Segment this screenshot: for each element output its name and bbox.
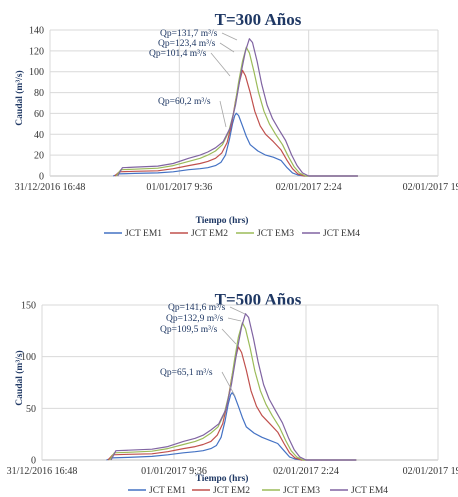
series-line-jct-em1	[106, 392, 357, 461]
peak-annotation: Qp=101,4 m³/s	[149, 49, 207, 59]
legend-entry: JCT EM4	[351, 486, 388, 496]
chart-title: T=500 Años	[215, 290, 302, 309]
series-line-jct-em4	[117, 38, 358, 177]
x-tick-label: 31/12/2016 16:48	[7, 466, 78, 477]
y-tick-label: 140	[29, 26, 44, 37]
y-tick-label: 120	[29, 46, 44, 57]
legend-entry: JCT EM1	[125, 229, 162, 239]
peak-annotation: Qp=123,4 m³/s	[158, 39, 216, 49]
series-line-jct-em3	[109, 322, 357, 461]
peak-annotation: Qp=109,5 m³/s	[160, 325, 218, 335]
ytick-layer: 0 20 40 60 80 100 120 140	[29, 26, 44, 183]
x-tick-label: 01/01/2017 9:36	[146, 182, 212, 193]
y-tick-label: 60	[34, 109, 44, 120]
annotation-leader	[221, 328, 237, 345]
y-tick-label: 150	[21, 301, 36, 312]
legend-layer: JCT EM1 JCT EM2 JCT EM3 JCT EM4	[128, 486, 388, 496]
chart-t500: T=500 Años Caudal (m³/s) Tiempo (hrs) 0 5…	[7, 290, 458, 496]
series-layer	[106, 313, 357, 461]
annotation-leader	[229, 306, 246, 315]
y-tick-label: 100	[29, 67, 44, 78]
series-line-jct-em3	[115, 46, 358, 177]
xtick-layer: 31/12/2016 16:48 01/01/2017 9:36 02/01/201…	[7, 466, 458, 477]
x-axis-label: Tiempo (hrs)	[196, 473, 249, 484]
annotation-leader	[227, 317, 242, 322]
annotation-layer: Qp=60,2 m³/s Qp=101,4 m³/sQp=123,4 m³/sQp…	[149, 29, 238, 128]
x-tick-label: 31/12/2016 16:48	[15, 182, 86, 193]
chart-t300: T=300 Años Caudal (m³/s) Tiempo (hrs) 02…	[14, 10, 458, 239]
x-tick-label: 02/01/2017 2:24	[273, 466, 339, 477]
series-line-jct-em2	[114, 69, 358, 177]
y-tick-label: 50	[26, 404, 36, 415]
peak-annotation: Qp=141,6 m³/s	[168, 303, 226, 313]
series-line-jct-em1	[112, 112, 358, 177]
annotation-leader	[210, 52, 231, 77]
x-tick-label: 02/01/2017 19:12	[403, 182, 458, 193]
legend-entry: JCT EM4	[323, 229, 360, 239]
annotation-layer: Qp=65,1 m³/s Qp=109,5 m³/sQp=132,9 m³/sQp…	[160, 303, 246, 397]
grid-layer	[49, 29, 439, 177]
legend-entry: JCT EM3	[257, 229, 294, 239]
legend-entry: JCT EM2	[213, 486, 250, 496]
x-axis-label: Tiempo (hrs)	[196, 215, 249, 226]
legend-entry: JCT EM1	[149, 486, 186, 496]
annotation-leader	[219, 42, 235, 53]
annotation-leader	[219, 100, 227, 128]
y-tick-label: 0	[39, 172, 44, 183]
legend-entry: JCT EM2	[191, 229, 228, 239]
x-tick-label: 02/01/2017 19:12	[403, 466, 458, 477]
series-line-jct-em2	[107, 346, 357, 461]
grid-layer	[41, 304, 439, 461]
legend-entry: JCT EM3	[283, 486, 320, 496]
x-tick-label: 02/01/2017 2:24	[276, 182, 342, 193]
legend-layer: JCT EM1 JCT EM2 JCT EM3 JCT EM4	[104, 229, 360, 239]
y-tick-label: 40	[34, 130, 44, 141]
peak-annotation: Qp=132,9 m³/s	[166, 314, 224, 324]
annotation-leader	[221, 32, 238, 41]
ytick-layer: 0 50 100 150	[21, 301, 36, 467]
y-axis-label: Caudal (m³/s)	[14, 350, 25, 405]
series-layer	[112, 38, 358, 177]
xtick-layer: 31/12/2016 16:48 01/01/2017 9:36 02/01/201…	[15, 182, 458, 193]
annotation-leader	[221, 371, 236, 397]
peak-annotation: Qp=65,1 m³/s	[160, 368, 213, 378]
series-line-jct-em4	[110, 313, 357, 461]
peak-annotation: Qp=131,7 m³/s	[160, 29, 218, 39]
y-tick-label: 80	[34, 88, 44, 99]
y-tick-label: 100	[21, 352, 36, 363]
y-tick-label: 20	[34, 151, 44, 162]
y-axis-label: Caudal (m³/s)	[14, 70, 25, 125]
peak-annotation: Qp=60,2 m³/s	[158, 97, 211, 107]
chart-title: T=300 Años	[215, 10, 302, 29]
y-tick-label: 0	[31, 456, 36, 467]
x-tick-label: 01/01/2017 9:36	[141, 466, 207, 477]
